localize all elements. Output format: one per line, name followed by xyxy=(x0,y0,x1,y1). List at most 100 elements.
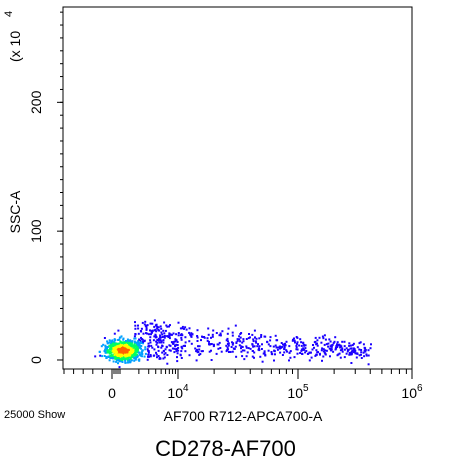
scatter-point xyxy=(137,324,139,327)
scatter-point xyxy=(180,350,183,353)
scatter-point xyxy=(308,351,311,354)
scatter-point xyxy=(152,339,155,342)
scatter-point xyxy=(272,345,275,348)
scatter-point xyxy=(119,353,122,356)
scatter-point xyxy=(299,338,302,341)
scatter-point xyxy=(296,336,299,339)
scatter-point xyxy=(285,340,288,343)
scatter-point xyxy=(123,347,126,350)
scatter-point xyxy=(153,319,156,322)
scatter-point xyxy=(219,334,222,337)
scatter-point xyxy=(149,329,151,332)
scatter-point xyxy=(151,331,153,334)
scatter-point xyxy=(273,350,276,353)
scatter-point xyxy=(118,359,121,362)
scatter-point xyxy=(146,324,149,327)
scatter-point xyxy=(123,341,126,344)
scatter-point xyxy=(113,343,116,346)
scatter-points xyxy=(94,319,372,369)
scatter-point xyxy=(236,339,239,342)
scatter-point xyxy=(150,344,153,347)
scatter-point xyxy=(328,338,331,341)
scatter-point xyxy=(176,360,179,363)
scatter-point xyxy=(108,341,111,344)
scatter-point xyxy=(230,346,233,348)
scatter-point xyxy=(245,338,248,340)
scatter-point xyxy=(218,334,221,337)
scatter-point xyxy=(321,359,323,362)
scatter-point xyxy=(170,333,173,336)
scatter-point xyxy=(122,337,125,340)
scatter-point xyxy=(295,348,298,351)
scatter-point xyxy=(109,348,112,351)
scatter-point xyxy=(274,334,277,337)
scatter-point xyxy=(140,341,143,344)
scatter-point xyxy=(104,351,107,354)
scatter-point xyxy=(277,346,280,349)
scatter-point xyxy=(275,346,278,349)
scatter-point xyxy=(324,353,327,356)
scatter-point xyxy=(157,355,160,357)
scatter-point xyxy=(351,350,353,353)
scatter-point xyxy=(134,345,137,348)
scatter-point xyxy=(183,327,185,330)
scatter-point xyxy=(105,349,108,352)
scatter-point xyxy=(295,344,298,347)
scatter-point xyxy=(121,342,124,345)
scatter-point xyxy=(117,362,119,365)
scatter-point xyxy=(129,339,132,342)
scatter-point xyxy=(120,358,123,361)
scatter-point xyxy=(169,333,172,336)
scatter-point xyxy=(112,357,114,360)
scatter-point xyxy=(119,351,122,354)
scatter-point xyxy=(359,341,362,344)
scatter-point xyxy=(179,354,182,357)
scatter-point xyxy=(117,356,120,359)
scatter-point xyxy=(181,334,184,337)
scatter-point xyxy=(365,353,368,356)
scatter-point xyxy=(308,359,311,362)
scatter-point xyxy=(283,344,286,347)
scatter-point xyxy=(135,356,138,359)
scatter-point xyxy=(261,343,263,346)
scatter-point xyxy=(133,335,136,338)
scatter-point xyxy=(124,340,127,342)
scatter-point xyxy=(109,352,112,355)
scatter-point xyxy=(341,350,344,353)
scatter-point xyxy=(300,349,303,352)
scatter-point xyxy=(322,348,325,351)
scatter-point xyxy=(137,327,140,330)
scatter-point xyxy=(142,342,144,345)
scatter-point xyxy=(235,355,238,358)
scatter-point xyxy=(141,353,144,355)
scatter-point xyxy=(253,345,256,348)
scatter-point xyxy=(94,355,97,358)
scatter-point xyxy=(148,333,150,336)
scatter-point xyxy=(207,333,210,336)
scatter-point xyxy=(269,336,272,339)
scatter-point xyxy=(350,352,353,355)
scatter-point xyxy=(156,356,158,359)
scatter-point xyxy=(241,355,244,358)
scatter-point xyxy=(249,347,252,350)
scatter-point xyxy=(109,356,112,359)
scatter-point xyxy=(112,360,115,363)
scatter-point xyxy=(135,348,138,350)
scatter-point xyxy=(322,355,325,358)
scatter-point xyxy=(168,332,171,335)
scatter-point xyxy=(251,355,254,358)
scatter-point xyxy=(341,340,344,343)
scatter-point xyxy=(107,351,110,354)
scatter-point xyxy=(117,329,120,332)
scatter-point xyxy=(304,351,307,354)
scatter-point xyxy=(127,355,130,357)
scatter-point xyxy=(197,345,199,348)
scatter-point xyxy=(140,336,142,339)
scatter-point xyxy=(129,358,132,360)
scatter-point xyxy=(140,345,143,347)
scatter-point xyxy=(124,361,127,364)
scatter-point xyxy=(115,347,118,350)
scatter-point xyxy=(339,356,342,359)
scatter-point xyxy=(248,333,250,335)
scatter-point xyxy=(302,347,305,350)
